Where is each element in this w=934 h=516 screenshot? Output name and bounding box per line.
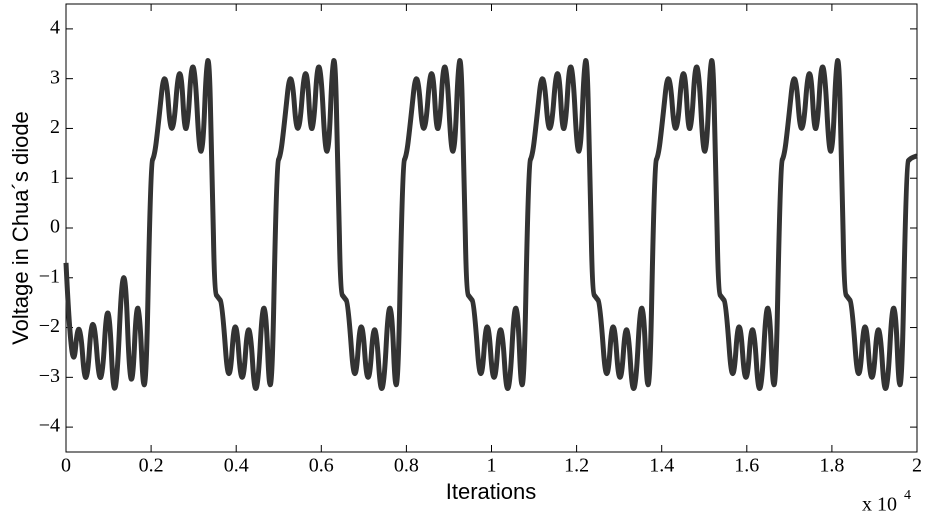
y-tick-label: 0 (50, 216, 60, 238)
y-tick-label: −3 (39, 365, 60, 387)
x-tick-label: 1.6 (734, 455, 759, 477)
x-tick-label: 1.4 (649, 455, 674, 477)
x-scale-exponent: 4 (904, 488, 911, 503)
x-tick-label: 0 (61, 455, 71, 477)
y-tick-label: −2 (39, 315, 60, 337)
x-tick-label: 0.6 (309, 455, 334, 477)
x-tick-label: 1.8 (819, 455, 844, 477)
x-tick-label: 0.8 (394, 455, 419, 477)
y-axis-label: Voltage in Chua´s diode (8, 111, 33, 345)
data-line (63, 58, 918, 391)
y-tick-label: 4 (50, 16, 60, 38)
y-tick-label: −1 (39, 265, 60, 287)
y-tick-label: −4 (39, 415, 60, 437)
y-tick-label: 1 (50, 166, 60, 188)
x-tick-label: 2 (912, 455, 922, 477)
x-tick-label: 1 (487, 455, 497, 477)
x-tick-label: 0.2 (139, 455, 164, 477)
x-tick-label: 0.4 (224, 455, 249, 477)
y-tick-label: 2 (50, 116, 60, 138)
x-tick-label: 1.2 (564, 455, 589, 477)
x-scale-label: x 10 (862, 494, 897, 516)
x-axis-label: Iterations (446, 479, 537, 504)
y-tick-label: 3 (50, 66, 60, 88)
